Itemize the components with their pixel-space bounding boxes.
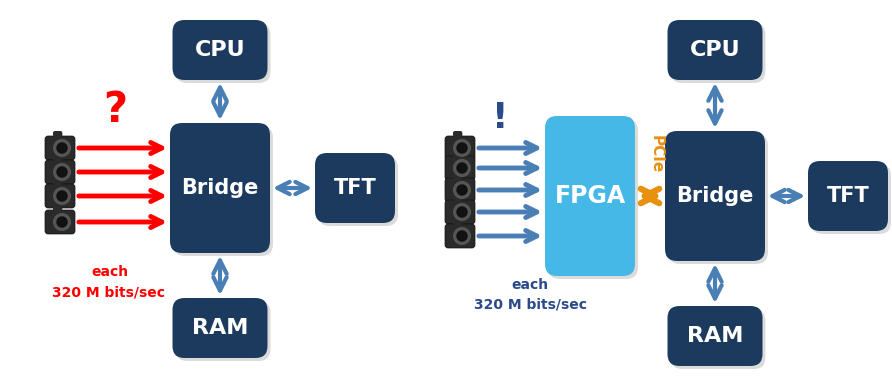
FancyBboxPatch shape <box>318 156 398 226</box>
Text: PCIe: PCIe <box>648 135 664 173</box>
Text: RAM: RAM <box>192 318 248 338</box>
Circle shape <box>54 139 70 156</box>
FancyBboxPatch shape <box>445 178 475 202</box>
Circle shape <box>57 191 67 201</box>
Circle shape <box>457 231 467 241</box>
FancyBboxPatch shape <box>176 301 270 361</box>
FancyBboxPatch shape <box>176 23 270 83</box>
Text: CPU: CPU <box>194 40 245 60</box>
Text: Bridge: Bridge <box>676 186 754 206</box>
Text: RAM: RAM <box>687 326 743 346</box>
Circle shape <box>54 164 70 180</box>
Circle shape <box>457 143 467 153</box>
FancyBboxPatch shape <box>45 184 75 208</box>
FancyBboxPatch shape <box>53 179 62 185</box>
FancyBboxPatch shape <box>445 200 475 224</box>
Text: TFT: TFT <box>827 186 870 206</box>
FancyBboxPatch shape <box>45 160 75 184</box>
FancyBboxPatch shape <box>671 309 765 369</box>
FancyBboxPatch shape <box>445 136 475 160</box>
FancyBboxPatch shape <box>45 136 75 160</box>
FancyBboxPatch shape <box>172 20 268 80</box>
Circle shape <box>57 217 67 227</box>
FancyBboxPatch shape <box>170 123 270 253</box>
Circle shape <box>454 204 470 220</box>
FancyBboxPatch shape <box>811 164 891 234</box>
Text: ?: ? <box>103 89 127 131</box>
Circle shape <box>54 214 70 230</box>
FancyBboxPatch shape <box>53 131 62 137</box>
FancyBboxPatch shape <box>445 224 475 248</box>
Circle shape <box>457 185 467 195</box>
Circle shape <box>454 160 470 176</box>
Text: 320 M bits/sec: 320 M bits/sec <box>474 298 587 312</box>
FancyBboxPatch shape <box>808 161 888 231</box>
Circle shape <box>457 163 467 173</box>
FancyBboxPatch shape <box>173 126 273 256</box>
FancyBboxPatch shape <box>667 306 763 366</box>
Text: each: each <box>511 278 549 292</box>
FancyBboxPatch shape <box>453 131 462 137</box>
FancyBboxPatch shape <box>53 205 62 211</box>
Circle shape <box>457 207 467 217</box>
FancyBboxPatch shape <box>453 195 462 201</box>
Text: each: each <box>92 265 128 279</box>
Circle shape <box>54 188 70 205</box>
FancyBboxPatch shape <box>453 151 462 157</box>
Text: CPU: CPU <box>690 40 740 60</box>
FancyBboxPatch shape <box>453 173 462 179</box>
FancyBboxPatch shape <box>445 156 475 180</box>
FancyBboxPatch shape <box>665 131 765 261</box>
FancyBboxPatch shape <box>45 210 75 234</box>
FancyBboxPatch shape <box>548 119 638 279</box>
Text: !: ! <box>491 101 508 135</box>
Text: Bridge: Bridge <box>181 178 259 198</box>
Text: FPGA: FPGA <box>555 184 625 208</box>
FancyBboxPatch shape <box>453 219 462 225</box>
FancyBboxPatch shape <box>671 23 765 83</box>
Text: TFT: TFT <box>334 178 376 198</box>
FancyBboxPatch shape <box>668 134 768 264</box>
Circle shape <box>454 139 470 156</box>
FancyBboxPatch shape <box>315 153 395 223</box>
Circle shape <box>454 182 470 199</box>
FancyBboxPatch shape <box>545 116 635 276</box>
Circle shape <box>57 143 67 153</box>
FancyBboxPatch shape <box>667 20 763 80</box>
FancyBboxPatch shape <box>53 155 62 161</box>
Circle shape <box>57 167 67 177</box>
Circle shape <box>454 227 470 244</box>
Text: 320 M bits/sec: 320 M bits/sec <box>52 285 164 299</box>
FancyBboxPatch shape <box>172 298 268 358</box>
